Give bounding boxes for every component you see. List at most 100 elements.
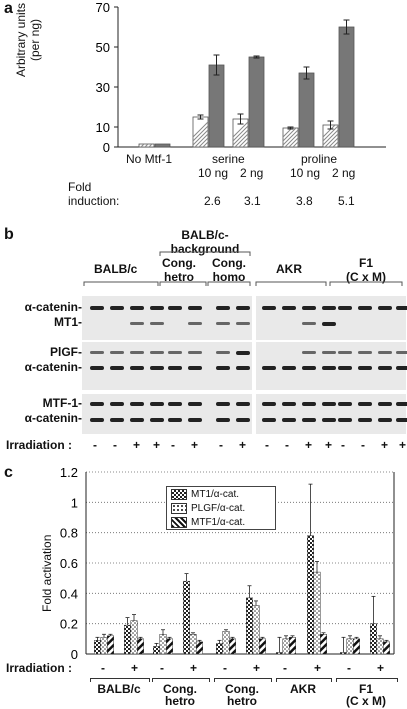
blot-band	[130, 418, 144, 422]
blot-band	[130, 351, 144, 354]
blot-band	[188, 402, 202, 406]
blot-band	[396, 306, 407, 310]
blot-band	[396, 366, 407, 370]
blot-band	[168, 402, 182, 406]
panel-a-hatch	[284, 133, 298, 147]
panel-c-group-bracket	[90, 678, 150, 682]
panel-c-group-bracket	[336, 678, 398, 682]
panel-a-hatch	[139, 144, 141, 146]
panel-a-hatch	[328, 137, 338, 147]
irradiation-sign: -	[171, 438, 175, 452]
panel-c-group-label: AKR	[290, 682, 316, 696]
blot-band	[378, 402, 392, 406]
blot-band	[188, 366, 202, 370]
panel-c-group-label: Cong. hetro	[163, 682, 197, 708]
panel-a-group-proline: proline	[301, 152, 338, 166]
blot-band	[378, 351, 392, 354]
panel-c-bar	[137, 638, 144, 655]
panel-c-group-label: BALB/c	[97, 682, 141, 696]
blot-band	[150, 322, 164, 325]
panel-a-hatch	[152, 145, 154, 147]
legend-swatch	[171, 517, 187, 528]
blot-band	[282, 366, 296, 370]
blot-band	[396, 351, 407, 354]
panel-a-hatch	[233, 125, 248, 142]
panel-c-group-label: Cong. hetro	[225, 682, 259, 708]
panel-c-bar	[130, 620, 138, 655]
legend-item: MT1/α-cat.	[171, 488, 271, 501]
panel-c-bar	[107, 635, 114, 655]
blot-band	[216, 418, 230, 422]
blot-band	[338, 306, 352, 310]
panel-c-group-label: F1 (C x M)	[346, 682, 386, 708]
panel-c-bar	[159, 634, 167, 655]
blot-band	[262, 306, 276, 310]
row-label-plgf: PlGF-	[50, 345, 82, 359]
blot-band	[378, 418, 392, 422]
panel-c-irradiation-sign: -	[283, 661, 287, 675]
panel-c-ytick-label: 0.2	[60, 617, 78, 632]
legend-swatch	[171, 489, 187, 500]
panel-a-hatch	[140, 144, 145, 147]
irradiation-sign: -	[341, 438, 345, 452]
blot-band	[168, 418, 182, 422]
blot-band	[216, 351, 230, 354]
panel-c-bar	[383, 641, 390, 655]
group-label-balbc: BALB/c	[94, 262, 138, 276]
blot-band	[130, 402, 144, 406]
panel-c-bar	[246, 597, 253, 655]
blot-band	[216, 366, 230, 370]
panel-c-bar	[340, 652, 347, 655]
blot-band	[236, 322, 250, 325]
blot-band	[168, 366, 182, 370]
panel-c-irradiation-sign: +	[377, 661, 385, 675]
panel-c-bar	[183, 580, 190, 655]
blot-band	[322, 366, 336, 370]
panel-c-ylabel-text: Fold activation	[40, 534, 54, 612]
blot-band	[188, 322, 202, 325]
blot-band	[322, 351, 336, 354]
blot-band	[322, 322, 336, 326]
blot-band	[90, 402, 104, 406]
panel-c-bar	[124, 624, 131, 655]
blot-band	[150, 418, 164, 422]
panel-c-bar	[307, 535, 314, 655]
panel-a-hatch	[234, 133, 248, 147]
irradiation-sign: -	[361, 438, 365, 452]
irradiation-sign: +	[239, 438, 247, 452]
panel-a-hatch	[323, 129, 338, 146]
panel-a-hatch	[288, 137, 298, 147]
panel-c-irradiation-sign: +	[131, 661, 139, 675]
irradiation-sign: +	[133, 438, 141, 452]
panel-c-bar	[189, 634, 197, 655]
panel-a-hatch	[283, 128, 293, 138]
row-label-alpha-catenin-3: α-catenin-	[24, 411, 82, 425]
panel-c-bar	[320, 634, 327, 655]
panel-c-bar	[276, 652, 283, 655]
irradiation-sign: +	[399, 438, 407, 452]
panel-a-group-nomtf1: No Mtf-1	[126, 152, 173, 166]
fold-value-3: 3.8	[296, 194, 313, 208]
irradiation-sign: -	[93, 438, 97, 452]
blot-band	[338, 418, 352, 422]
panel-a-dose-2: 2 ng	[240, 166, 264, 180]
panel-a-hatch	[193, 121, 208, 138]
panel-a-hatch	[238, 137, 248, 147]
panel-a-ytick-label: 70	[96, 0, 110, 15]
panel-c-bar	[229, 638, 236, 655]
blot-5	[82, 394, 252, 434]
legend-swatch	[171, 503, 187, 514]
legend-label: MT1/α-cat.	[191, 489, 240, 500]
blot-band	[150, 306, 164, 310]
blot-band	[110, 418, 124, 422]
panel-c-bar	[100, 637, 108, 655]
panel-c-ylabel: Fold activation	[40, 535, 54, 612]
panel-c-irradiation-sign: -	[223, 661, 227, 675]
blot-band	[358, 306, 372, 310]
panel-c-bar	[282, 638, 290, 655]
blot-band	[396, 402, 407, 406]
irradiation-sign: -	[265, 438, 269, 452]
irradiation-sign: +	[305, 438, 313, 452]
blot-band	[358, 402, 372, 406]
panel-c-ytick-label: 0	[71, 647, 78, 662]
